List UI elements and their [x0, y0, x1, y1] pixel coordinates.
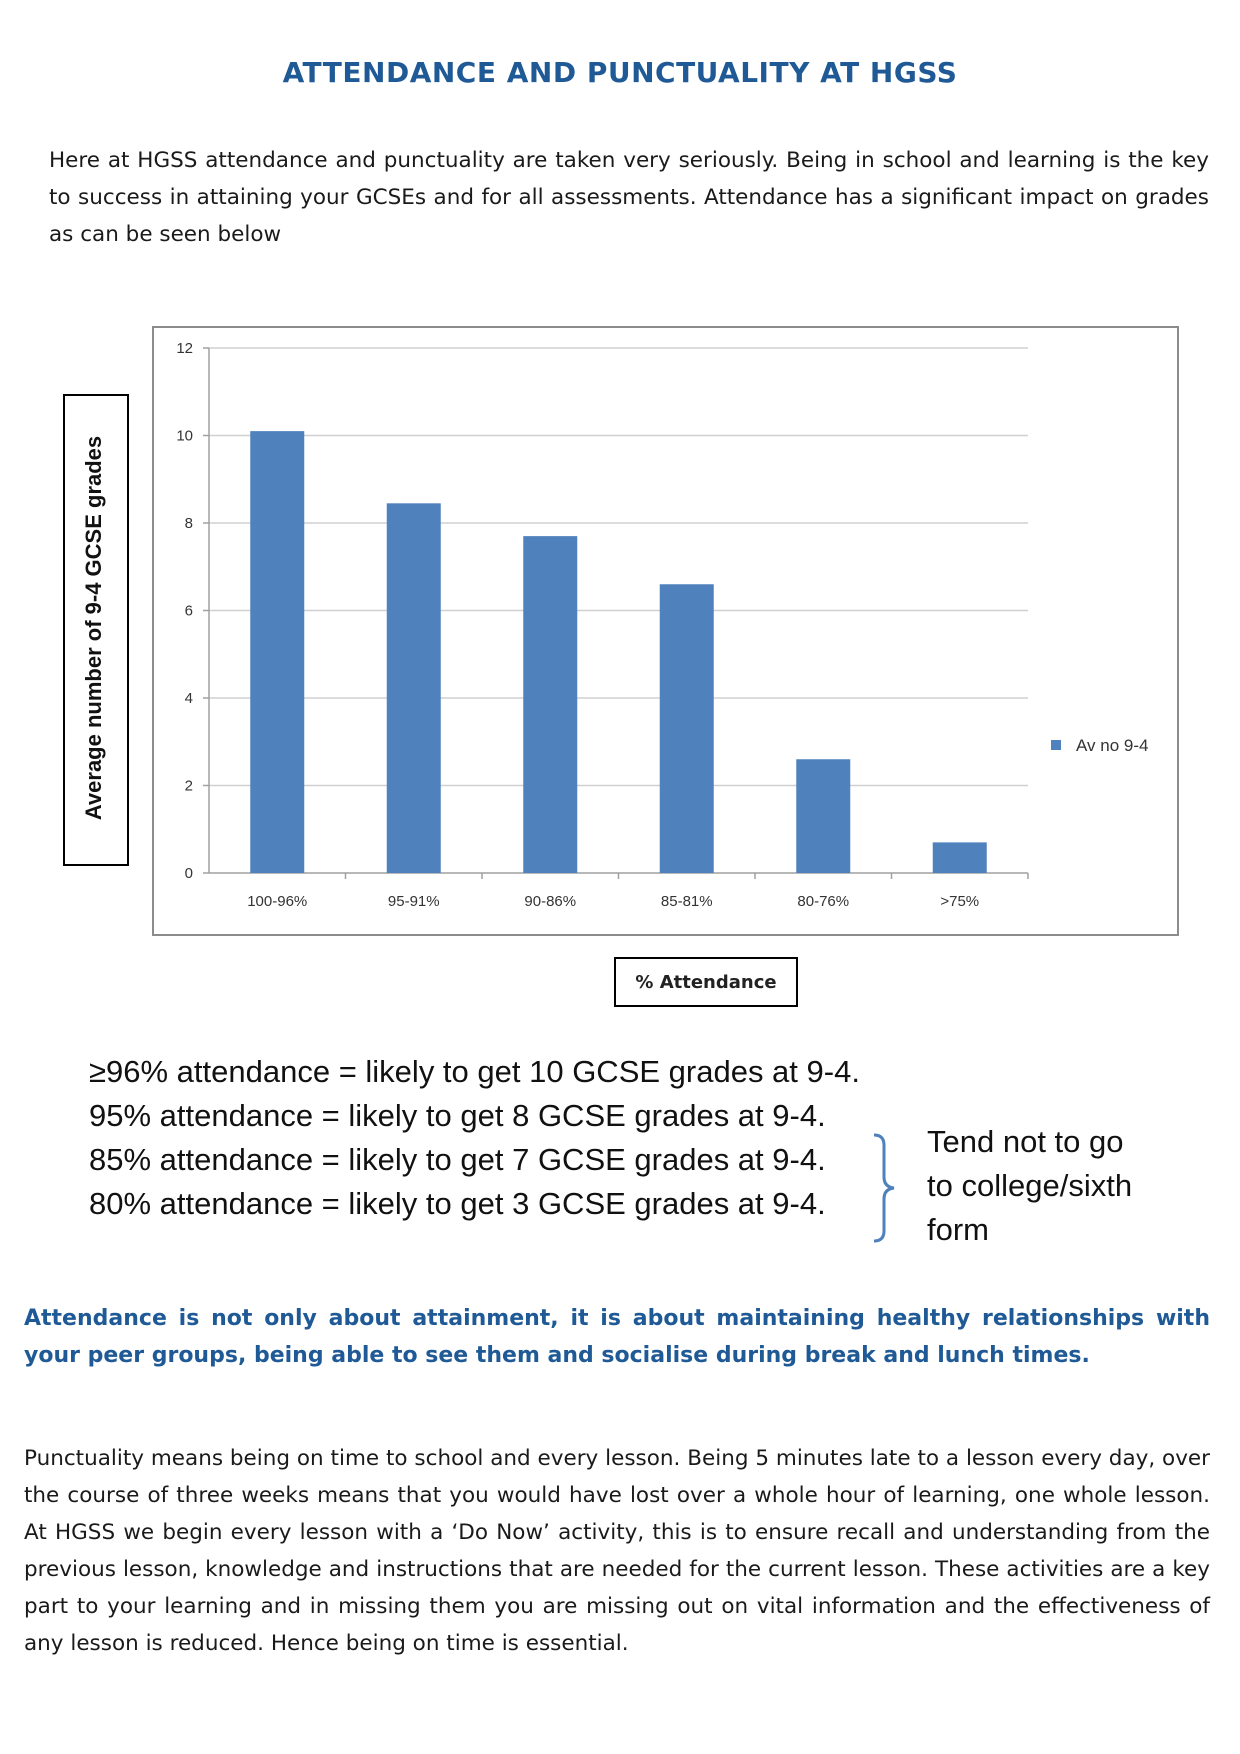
y-tick-label: 6 — [185, 603, 193, 620]
y-tick-label: 4 — [185, 690, 193, 707]
y-tick-label: 0 — [185, 865, 193, 882]
y-tick-label: 2 — [185, 778, 193, 795]
punctuality-paragraph: Punctuality means being on time to schoo… — [24, 1446, 1210, 1656]
bar — [932, 842, 987, 873]
legend-label: Av no 9-4 — [1076, 736, 1148, 755]
x-tick-label: 80-76% — [797, 893, 849, 910]
fact-line: 95% attendance = likely to get 8 GCSE gr… — [89, 1098, 826, 1133]
x-tick-label: 85-81% — [661, 893, 713, 910]
page-title: ATTENDANCE AND PUNCTUALITY AT HGSS — [282, 56, 958, 89]
x-tick-label: 90-86% — [524, 893, 576, 910]
y-tick-label: 8 — [185, 515, 193, 532]
x-tick-label: 100-96% — [247, 893, 307, 910]
x-tick-label: >75% — [940, 893, 979, 910]
attendance-facts: ≥96% attendance = likely to get 10 GCSE … — [89, 1050, 860, 1226]
fact-line: 80% attendance = likely to get 3 GCSE gr… — [89, 1186, 826, 1221]
legend-swatch — [1051, 740, 1061, 750]
highlight-paragraph: Attendance is not only about attainment,… — [24, 1306, 1210, 1368]
bar — [796, 759, 851, 873]
brace-note-line: Tend not to go — [927, 1124, 1124, 1159]
brace-note-line: to college/sixth — [927, 1168, 1133, 1203]
fact-line: 85% attendance = likely to get 7 GCSE gr… — [89, 1142, 826, 1177]
y-tick-label: 12 — [176, 340, 193, 357]
bar — [523, 536, 578, 873]
bar — [386, 503, 441, 873]
curly-brace — [873, 1133, 895, 1243]
brace-note: Tend not to go to college/sixth form — [927, 1120, 1132, 1252]
intro-paragraph: Here at HGSS attendance and punctuality … — [49, 148, 1209, 247]
y-tick-label: 10 — [176, 428, 193, 445]
brace-note-line: form — [927, 1212, 989, 1247]
bar — [659, 584, 714, 873]
fact-line: ≥96% attendance = likely to get 10 GCSE … — [89, 1054, 860, 1089]
bar-chart: 0 2 4 6 8 10 12 100-96% 95-91% 90-86% 85-81% 80-76%… — [152, 326, 1179, 936]
x-tick-label: 95-91% — [388, 893, 440, 910]
bar — [250, 431, 305, 873]
